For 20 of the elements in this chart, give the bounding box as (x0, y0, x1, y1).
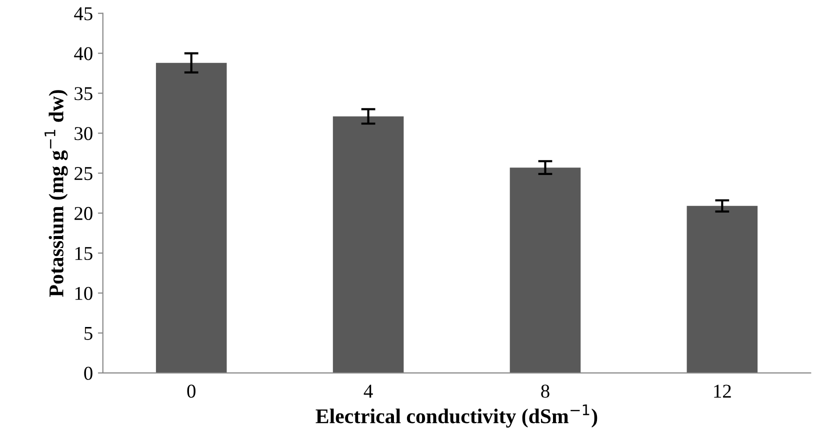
y-axis-title: Potassium (mg g$^{−1}$ dw) (44, 90, 68, 297)
bar (686, 206, 758, 373)
bar (156, 62, 227, 373)
x-tick-label: 8 (541, 384, 550, 398)
y-tick-label: 25 (74, 167, 92, 180)
x-tick-label: 12 (714, 384, 731, 398)
x-tick-label: 0 (187, 384, 196, 398)
y-tick-label: 40 (74, 47, 92, 60)
bar (510, 168, 581, 373)
y-tick-label: 10 (75, 286, 92, 300)
bar (332, 116, 404, 373)
y-tick-label: 35 (74, 87, 92, 100)
y-tick-label: 0 (84, 366, 92, 380)
x-axis-title: Electrical conductivity (dSm$^{−1}$) (316, 404, 598, 428)
y-tick-label: 5 (84, 327, 92, 340)
x-tick-label: 4 (364, 384, 373, 398)
y-tick-label: 30 (74, 127, 92, 140)
y-tick-label: 45 (74, 7, 92, 20)
y-tick-label: 15 (75, 246, 92, 260)
y-tick-label: 20 (74, 206, 92, 220)
